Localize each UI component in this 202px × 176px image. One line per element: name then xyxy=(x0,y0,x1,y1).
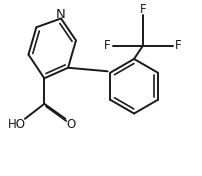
Text: F: F xyxy=(174,39,180,52)
Text: F: F xyxy=(139,3,145,16)
Text: F: F xyxy=(104,39,110,52)
Text: HO: HO xyxy=(8,118,25,131)
Text: N: N xyxy=(56,8,66,21)
Text: O: O xyxy=(66,118,75,131)
